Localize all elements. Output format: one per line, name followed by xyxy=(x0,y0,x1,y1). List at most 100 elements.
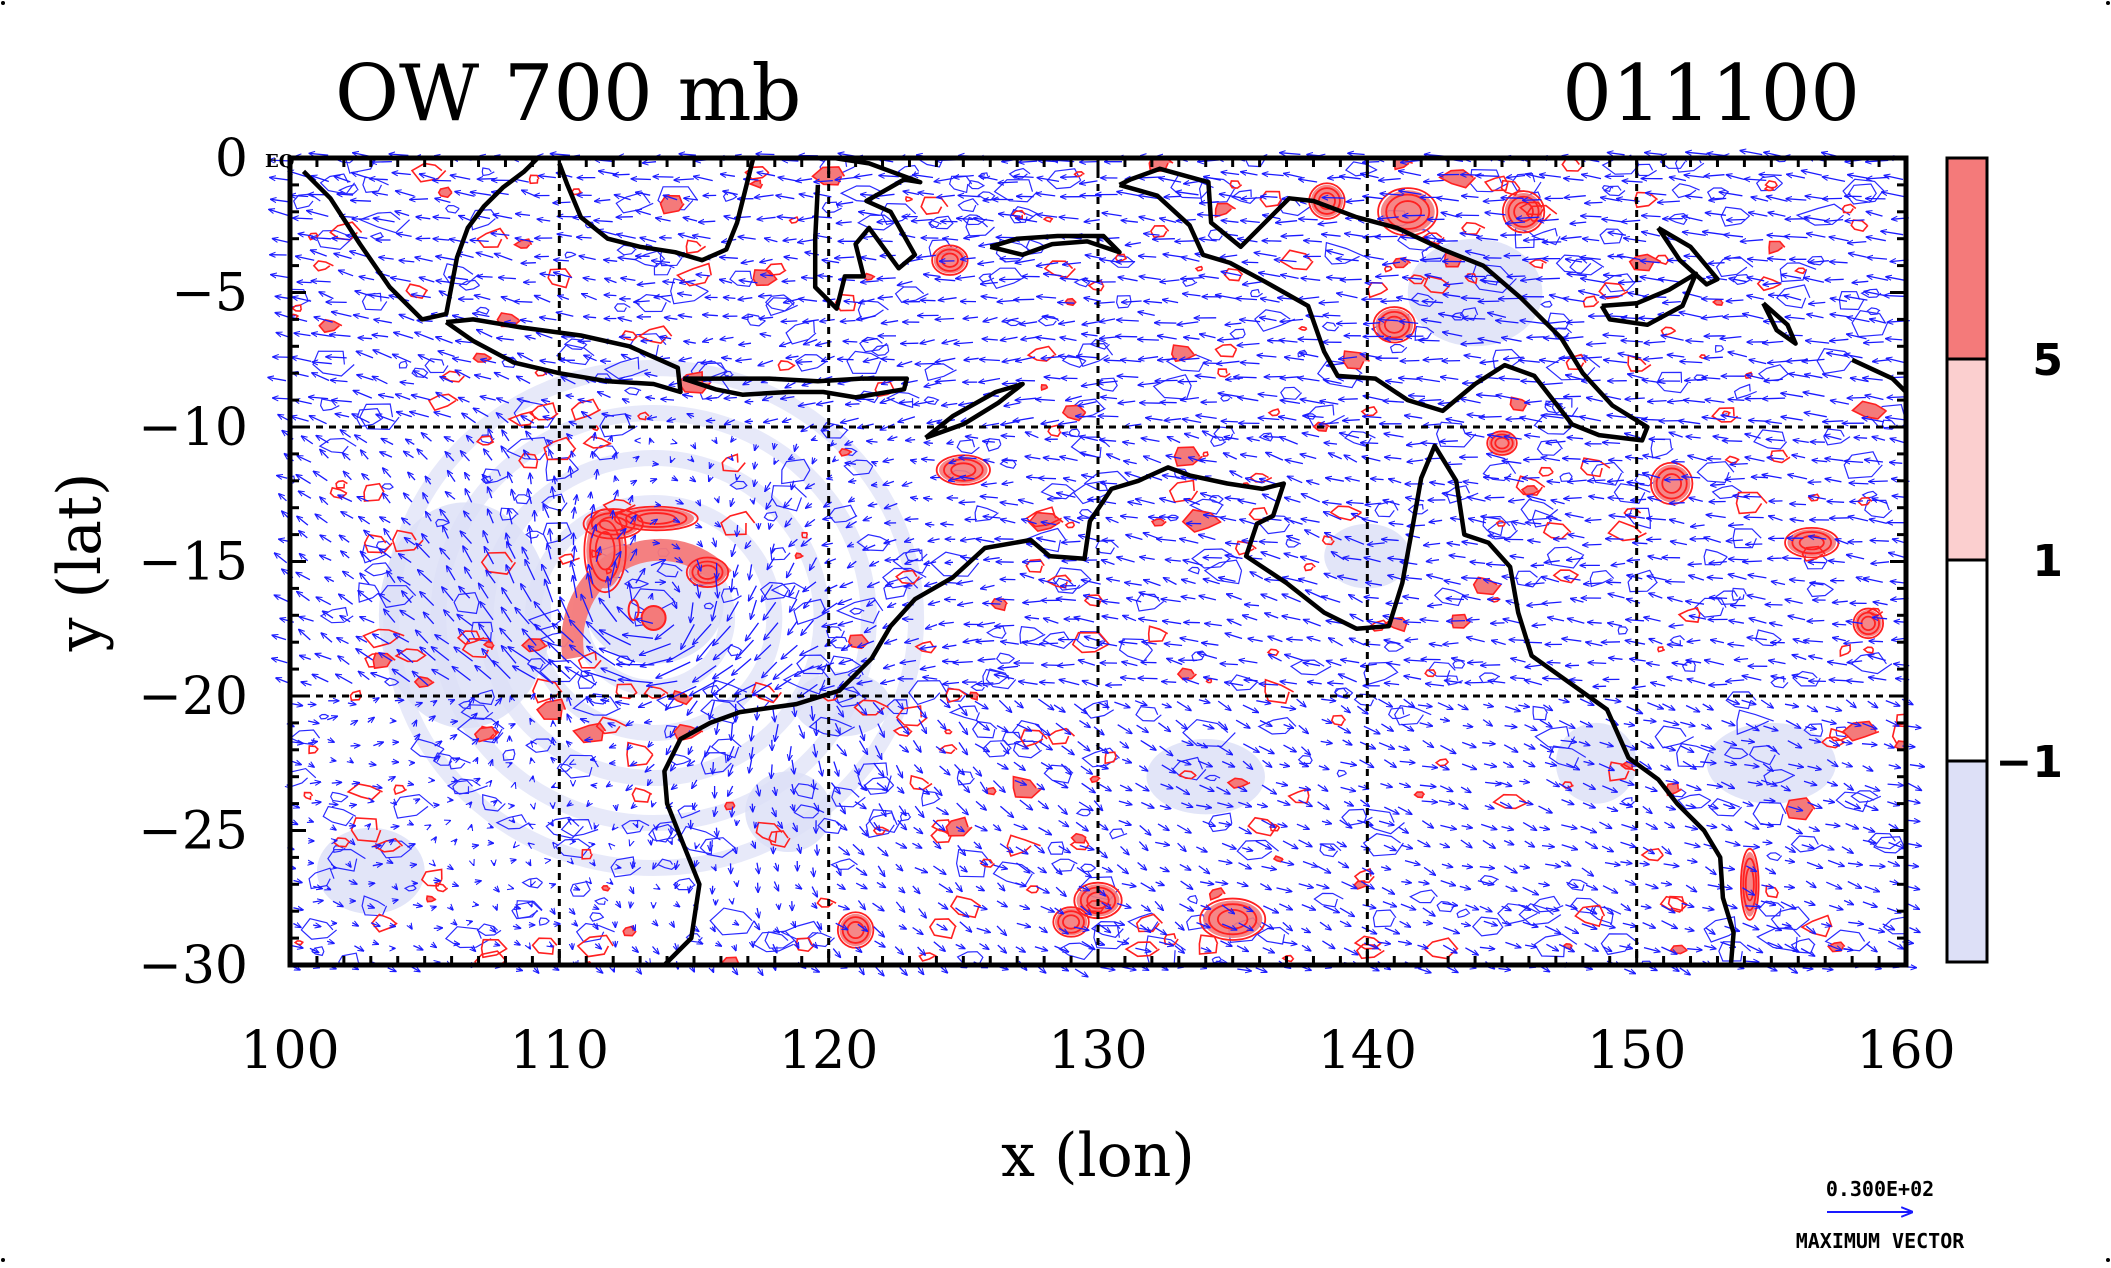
wind-vector xyxy=(604,295,616,296)
wind-vector xyxy=(1847,398,1866,399)
positive-ow-region xyxy=(1653,465,1691,503)
wind-vector xyxy=(1322,198,1344,199)
positive-ow-region xyxy=(1787,529,1835,556)
wind-vector xyxy=(279,494,287,501)
wind-vector xyxy=(1564,396,1581,397)
wind-vector xyxy=(333,867,337,868)
wind-vector xyxy=(1531,565,1544,566)
x-tick-label: 110 xyxy=(510,1021,609,1081)
wind-vector xyxy=(1601,642,1620,643)
wind-vector xyxy=(1256,968,1267,972)
wind-vector xyxy=(1040,682,1055,683)
wind-vector xyxy=(1854,438,1867,439)
negative-ow-region xyxy=(1408,239,1543,347)
wind-vector xyxy=(1323,315,1340,316)
negative-ow-region xyxy=(1146,739,1265,814)
wind-vector xyxy=(1048,498,1062,499)
wind-vector xyxy=(532,776,533,779)
wind-vector xyxy=(1803,968,1813,969)
wind-vector xyxy=(1543,678,1561,679)
positive-ow-region xyxy=(1203,900,1262,938)
wind-vector xyxy=(1570,680,1583,681)
wind-vector xyxy=(1437,241,1458,242)
wind-vector xyxy=(1702,299,1724,300)
wind-vector xyxy=(1680,968,1690,975)
positive-ow-region xyxy=(934,247,966,274)
wind-vector xyxy=(293,218,313,219)
wind-vector xyxy=(900,968,907,976)
wind-vector xyxy=(612,511,613,520)
wind-vector xyxy=(1499,298,1521,299)
y-tick-label: −15 xyxy=(138,533,248,593)
wind-vector xyxy=(554,967,559,970)
wind-vector xyxy=(637,968,641,974)
wind-vector xyxy=(1784,887,1794,888)
wind-vector xyxy=(737,883,738,887)
reference-vector: 0.300E+02 MAXIMUM VECTOR xyxy=(1796,1177,1966,1253)
positive-ow-region xyxy=(939,457,987,484)
wind-vector xyxy=(1479,417,1502,418)
wind-vector xyxy=(271,275,288,278)
wind-vector xyxy=(1887,397,1903,398)
positive-contour xyxy=(607,569,612,574)
wind-vector xyxy=(724,398,737,399)
x-tick-label: 130 xyxy=(1048,1021,1147,1081)
wind-vector xyxy=(616,805,617,810)
wind-vector xyxy=(371,162,392,163)
wind-vector xyxy=(370,801,373,802)
wind-vector xyxy=(1419,340,1440,341)
wind-vector xyxy=(753,500,754,504)
positive-contour xyxy=(1415,792,1425,798)
wind-vector xyxy=(716,828,717,837)
wind-vector xyxy=(1361,443,1379,444)
wind-vector xyxy=(1259,542,1277,543)
wind-vector xyxy=(1337,323,1357,324)
wind-vector xyxy=(1162,682,1176,683)
wind-vector xyxy=(1075,969,1088,977)
wind-vector xyxy=(1418,969,1431,973)
wind-vector xyxy=(433,880,440,881)
wind-vector xyxy=(351,745,360,746)
wind-vector xyxy=(641,341,652,342)
wind-vector xyxy=(1461,298,1480,299)
wind-vector xyxy=(619,337,631,338)
wind-vector xyxy=(758,883,759,893)
wind-vector xyxy=(1501,235,1522,236)
wind-vector xyxy=(782,281,795,282)
wind-vector xyxy=(276,678,288,683)
wind-vector xyxy=(528,843,530,844)
wind-vector xyxy=(570,764,571,765)
wind-vector xyxy=(1116,336,1138,337)
wind-vector xyxy=(469,921,472,922)
wind-vector xyxy=(610,763,616,764)
wind-vector xyxy=(351,200,371,201)
wind-vector xyxy=(1080,162,1097,163)
wind-vector xyxy=(1362,299,1382,300)
wind-vector xyxy=(1522,478,1539,479)
wind-vector xyxy=(1727,220,1745,221)
wind-vector xyxy=(473,864,474,865)
wind-vector xyxy=(1563,458,1581,459)
wind-vector xyxy=(1909,844,1922,846)
wind-vector xyxy=(1203,558,1222,559)
equator-label: EQ xyxy=(265,151,294,172)
wind-vector xyxy=(1537,278,1560,279)
wind-vector xyxy=(1790,504,1806,505)
x-tick-label: 120 xyxy=(779,1021,878,1081)
wind-vector xyxy=(1583,544,1602,545)
wind-vector xyxy=(656,505,661,506)
wind-vector xyxy=(1908,820,1920,821)
x-tick-label: 100 xyxy=(240,1021,339,1081)
wind-vector xyxy=(568,819,569,820)
wind-vector xyxy=(1744,496,1761,497)
wind-vector xyxy=(1768,558,1782,559)
colorbar-segment xyxy=(1947,158,1987,359)
wind-vector xyxy=(653,177,673,178)
wind-vector xyxy=(995,625,1014,626)
wind-vector xyxy=(959,458,977,459)
wind-vector xyxy=(736,821,737,826)
wind-vector xyxy=(395,700,404,701)
wind-vector xyxy=(1822,198,1842,199)
wind-vector xyxy=(475,905,478,906)
